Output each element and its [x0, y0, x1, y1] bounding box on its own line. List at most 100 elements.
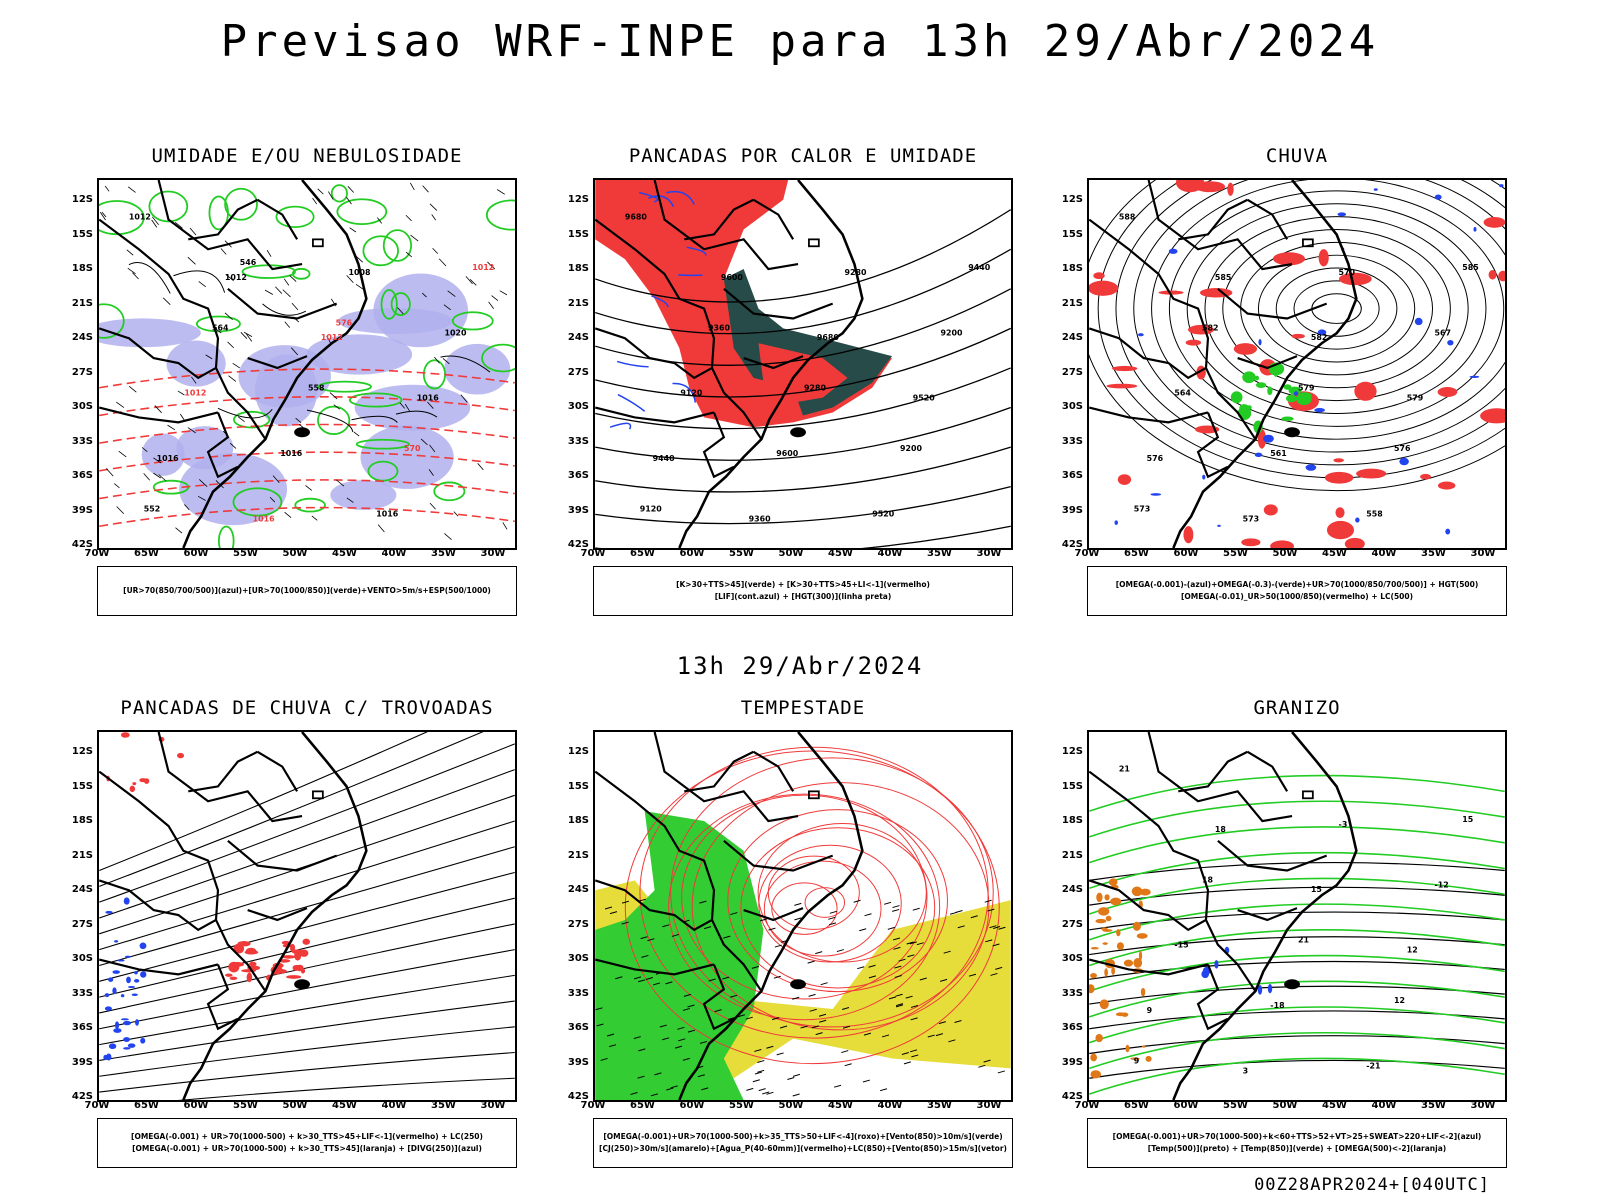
lat-label: 27S [71, 366, 93, 378]
lon-label: 55W [233, 548, 258, 559]
lat-label: 30S [567, 953, 589, 964]
contour-label: 15 [1311, 885, 1322, 894]
lat-label: 39S [1061, 504, 1083, 516]
lat-label: 21S [1061, 297, 1083, 309]
lat-label: 27S [71, 918, 93, 930]
lat-label: 21S [71, 297, 93, 309]
lat-label: 39S [567, 504, 589, 516]
lon-label: 30W [1470, 1100, 1496, 1111]
contour-label: 9440 [653, 454, 676, 463]
lon-label: 45W [828, 548, 853, 559]
lat-label: 27S [567, 366, 589, 378]
contour-label: 582 [1202, 323, 1219, 332]
lon-label: 45W [1322, 548, 1347, 559]
lon-label: 30W [480, 548, 506, 559]
lon-label: 50W [1272, 1100, 1298, 1111]
lon-label: 35W [431, 548, 456, 559]
lat-label: 33S [1061, 435, 1083, 447]
lat-label: 39S [71, 504, 93, 516]
panel-title-granizo: GRANIZO [1253, 697, 1341, 719]
lat-label: 30S [1061, 953, 1083, 964]
contour-label: 576 [1147, 454, 1164, 463]
contour-label: 18 [1215, 825, 1227, 834]
lat-label: 36S [71, 470, 93, 481]
lon-label: 60W [183, 548, 209, 559]
lat-label: 33S [1061, 987, 1083, 999]
legend-line: [UR>70(850/700/500)](azul)+[UR>70(1000/8… [123, 586, 491, 595]
contour-label: 582 [1311, 333, 1328, 342]
lat-label: 36S [567, 470, 589, 481]
lat-label: 30S [567, 401, 589, 412]
main-title: Previsao WRF-INPE para 13h 29/Abr/2024 [220, 16, 1380, 67]
lat-label: 15S [71, 228, 93, 240]
contour-label: 585 [1462, 263, 1479, 272]
contour-label: 1016 [376, 509, 399, 518]
lon-label: 35W [431, 1100, 456, 1111]
legend-line: [OMEGA(-0.001)-(azul)+OMEGA(-0.3)-(verde… [1115, 580, 1479, 589]
lat-label: 36S [71, 1022, 93, 1033]
lat-label: 21S [1061, 849, 1083, 861]
lon-label: 55W [729, 1100, 754, 1111]
lat-label: 39S [71, 1056, 93, 1068]
lon-label: 45W [332, 1100, 357, 1111]
lon-label: 30W [976, 548, 1002, 559]
contour-label: 1012 [472, 263, 494, 272]
map-umidade: 1012 1012 1012 1016 1016 1016 1008 1020 1012 1016… [97, 178, 517, 550]
lat-label: 18S [1061, 263, 1083, 274]
contour-label: 9680 [817, 333, 840, 342]
lat-label: 42S [1061, 1091, 1083, 1102]
contour-label: -15 [1174, 941, 1188, 950]
forecast-run-label: 00Z28APR2024+[040UTC] [1254, 1175, 1490, 1195]
lat-label: 18S [71, 815, 93, 826]
lat-label: 24S [71, 884, 93, 895]
lat-label: 15S [71, 780, 93, 792]
lon-label: 65W [630, 548, 655, 559]
lat-label: 27S [567, 918, 589, 930]
lat-label: 24S [567, 332, 589, 343]
contour-label: 546 [240, 258, 257, 267]
contour-label: 588 [1119, 213, 1136, 222]
lon-label: 35W [927, 548, 952, 559]
contour-label: 567 [1435, 328, 1452, 337]
contour-label: 9600 [776, 449, 799, 458]
lat-label: 33S [567, 435, 589, 447]
contour-label: -3 [1339, 820, 1348, 829]
lon-label: 35W [1421, 1100, 1446, 1111]
contour-label: 573 [1243, 514, 1260, 523]
contour-label: 1012 [321, 333, 343, 342]
lat-label: 33S [71, 435, 93, 447]
lat-label: 36S [567, 1022, 589, 1033]
lon-label: 40W [381, 548, 407, 559]
contour-label: -21 [1366, 1061, 1380, 1070]
lon-label: 60W [1173, 548, 1199, 559]
contour-label: 573 [1134, 504, 1151, 513]
lat-label: 24S [567, 884, 589, 895]
lon-label: 50W [282, 1100, 308, 1111]
lon-label: 70W [1074, 548, 1100, 559]
legend-line: [OMEGA(-0.01)_UR>50(1000/850)(vermelho) … [1180, 592, 1414, 601]
lat-label: 24S [1061, 884, 1083, 895]
contour-label: 9200 [941, 328, 964, 337]
legend-line: [OMEGA(-0.001) + UR>70(1000-500) + k>30_… [132, 1144, 482, 1153]
contour-label: 3 [1243, 1066, 1249, 1075]
lat-label: 18S [567, 815, 589, 826]
contour-label: 9520 [913, 394, 936, 403]
contour-label: 564 [212, 323, 229, 332]
map-tempestade [593, 730, 1013, 1102]
lat-label: 24S [1061, 332, 1083, 343]
legend-granizo: [OMEGA(-0.001)+UR>70(1000-500)+k<60+TTS>… [1087, 1118, 1507, 1168]
lat-label: 42S [1061, 539, 1083, 550]
lon-label: 60W [183, 1100, 209, 1111]
contour-label: 9120 [680, 389, 703, 398]
legend-line: [OMEGA(-0.001)+UR>70(1000-500)+k>35_TTS>… [603, 1132, 1003, 1141]
contour-label: 21 [1119, 765, 1130, 774]
legend-trovoadas: [OMEGA(-0.001) + UR>70(1000-500) + k>30_… [97, 1118, 517, 1168]
lat-label: 27S [1061, 366, 1083, 378]
lon-label: 45W [828, 1100, 853, 1111]
legend-chuva: [OMEGA(-0.001)-(azul)+OMEGA(-0.3)-(verde… [1087, 566, 1507, 616]
legend-umidade: [UR>70(850/700/500)](azul)+[UR>70(1000/8… [97, 566, 517, 616]
contour-label: 15 [1462, 815, 1473, 824]
legend-tempestade: [OMEGA(-0.001)+UR>70(1000-500)+k>35_TTS>… [593, 1118, 1013, 1168]
lon-label: 50W [778, 1100, 804, 1111]
lat-label: 15S [1061, 780, 1083, 792]
